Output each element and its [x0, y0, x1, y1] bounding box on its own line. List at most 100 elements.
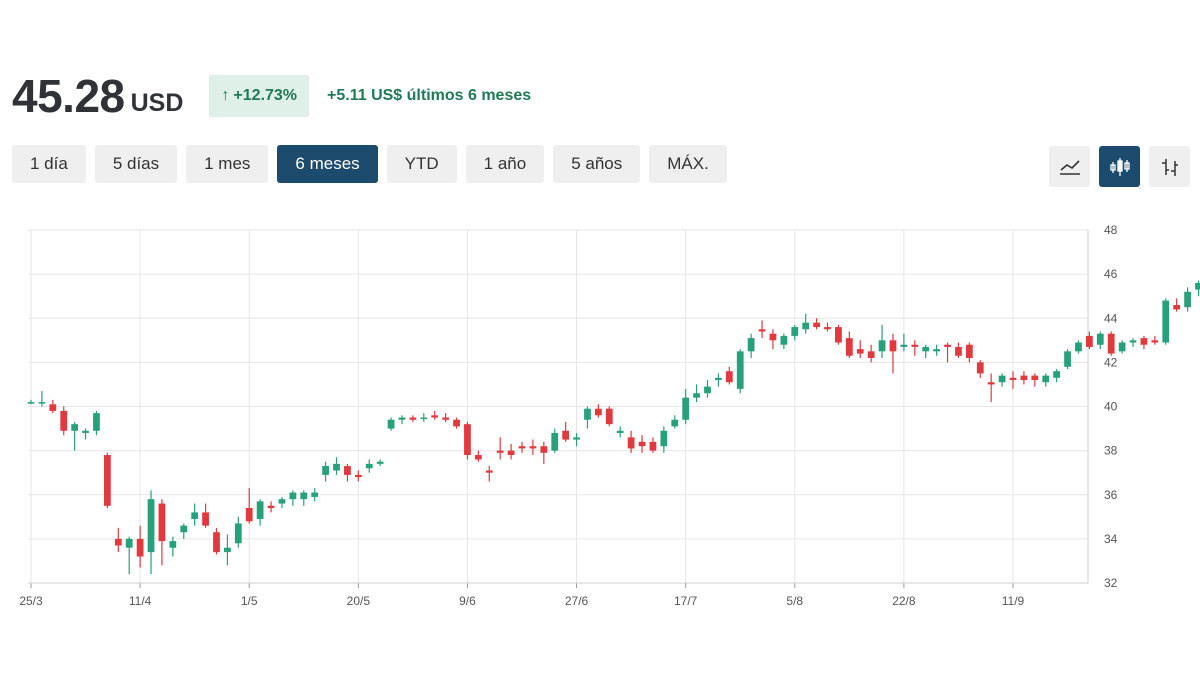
candle-body [1096, 333, 1104, 345]
candle-body [1009, 377, 1017, 381]
candle-body [453, 419, 460, 427]
candle-body [103, 455, 111, 506]
range-button-7[interactable]: MÁX. [649, 145, 727, 183]
candle-body [1151, 340, 1159, 343]
x-tick-label: 11/4 [129, 594, 152, 608]
candle-body [125, 538, 133, 548]
candlestick-button[interactable] [1099, 146, 1140, 187]
candle-body [649, 441, 657, 451]
candle-body [485, 470, 493, 473]
candle-body [267, 505, 275, 508]
candle-body [616, 430, 624, 433]
candle-body [900, 344, 908, 347]
candle-body [747, 338, 755, 352]
x-tick-label: 22/8 [892, 594, 916, 608]
candle-body [387, 419, 395, 429]
x-tick-label: 27/6 [565, 594, 589, 608]
candle-body [933, 349, 941, 352]
range-button-6[interactable]: 5 años [553, 145, 641, 183]
candle-body [573, 437, 580, 440]
candle-body [289, 492, 297, 500]
range-button-5[interactable]: 1 año [465, 145, 545, 183]
x-tick-label: 9/6 [459, 594, 476, 608]
y-tick-label: 32 [1104, 576, 1118, 590]
candle-body [682, 397, 690, 420]
time-range-selector: 1 día 5 días 1 mes 6 meses YTD 1 año 5 años MÁX… [12, 145, 727, 183]
candle-body [955, 346, 962, 356]
candle-body [715, 377, 722, 381]
candle-body [507, 450, 515, 456]
candlestick-icon [1109, 157, 1130, 176]
candle-body [38, 402, 46, 404]
x-tick-label: 11/9 [1002, 594, 1025, 608]
candle-body [322, 466, 329, 475]
y-tick-label: 46 [1104, 267, 1118, 281]
candle-body [278, 499, 286, 504]
candle-body [584, 408, 591, 420]
y-tick-label: 40 [1104, 400, 1118, 414]
candle-body [987, 382, 995, 385]
candle-body [529, 446, 537, 449]
candle-body [169, 541, 177, 548]
change-description: +5.11 US$ últimos 6 meses [327, 87, 532, 104]
candle-body [1184, 291, 1191, 308]
candle-body [49, 404, 57, 411]
candle-body [944, 344, 951, 347]
range-button-4[interactable]: YTD [386, 145, 457, 183]
range-button-2[interactable]: 1 mes [186, 145, 269, 183]
candle-body [627, 437, 635, 449]
candle-body [1162, 300, 1170, 343]
candle-body [1140, 338, 1148, 345]
candle-body [245, 507, 253, 522]
candle-body [562, 430, 570, 440]
x-tick-label: 25/3 [19, 594, 43, 608]
candle-body [693, 393, 700, 398]
candle-body [256, 501, 264, 520]
range-button-0[interactable]: 1 día [12, 145, 86, 183]
ohlc-bars-button[interactable] [1149, 146, 1190, 187]
price-chart[interactable]: 32 34 36 38 40 42 44 46 48 25/3 11/4 1/5 20/5 9/6 27/6… [0, 215, 1200, 615]
candle-body [922, 346, 930, 352]
candle-body [82, 430, 89, 433]
candle-body [878, 340, 886, 352]
range-button-3[interactable]: 6 meses [277, 145, 378, 183]
candle-body [464, 424, 471, 456]
y-tick-label: 44 [1104, 311, 1118, 325]
line-chart-button[interactable] [1049, 146, 1090, 187]
candle-body [802, 322, 810, 330]
candle-body [442, 417, 450, 420]
candle-body [147, 499, 155, 553]
y-tick-label: 48 [1104, 223, 1118, 237]
candle-body [300, 492, 308, 500]
candle-body [213, 532, 220, 553]
candle-body [845, 338, 853, 356]
candle-body [158, 503, 166, 542]
candle-body [856, 349, 864, 354]
y-tick-label: 34 [1104, 532, 1118, 546]
candle-body [431, 415, 439, 418]
candle-body [638, 441, 646, 447]
candle-body [136, 538, 144, 557]
candle-body [365, 463, 373, 469]
candle-body [758, 329, 766, 332]
chart-type-selector [1049, 146, 1190, 187]
candle-body [660, 430, 668, 447]
candle-body [191, 512, 199, 520]
candle-body [344, 466, 351, 475]
range-button-1[interactable]: 5 días [94, 145, 178, 183]
candle-body [1173, 305, 1181, 310]
candle-body [769, 333, 777, 341]
current-price: 45.28 [12, 70, 125, 122]
candle-body [60, 410, 68, 431]
candle-body [965, 344, 973, 358]
candle-body [911, 344, 919, 347]
candle-body [551, 432, 559, 451]
x-tick-label: 1/5 [241, 594, 258, 608]
candle-body [1107, 333, 1115, 354]
candle-body [496, 450, 504, 453]
candle-body [224, 547, 231, 553]
candle-body [704, 386, 711, 394]
y-tick-label: 36 [1104, 488, 1118, 502]
candle-body [311, 492, 319, 497]
candle-body [1085, 335, 1093, 347]
